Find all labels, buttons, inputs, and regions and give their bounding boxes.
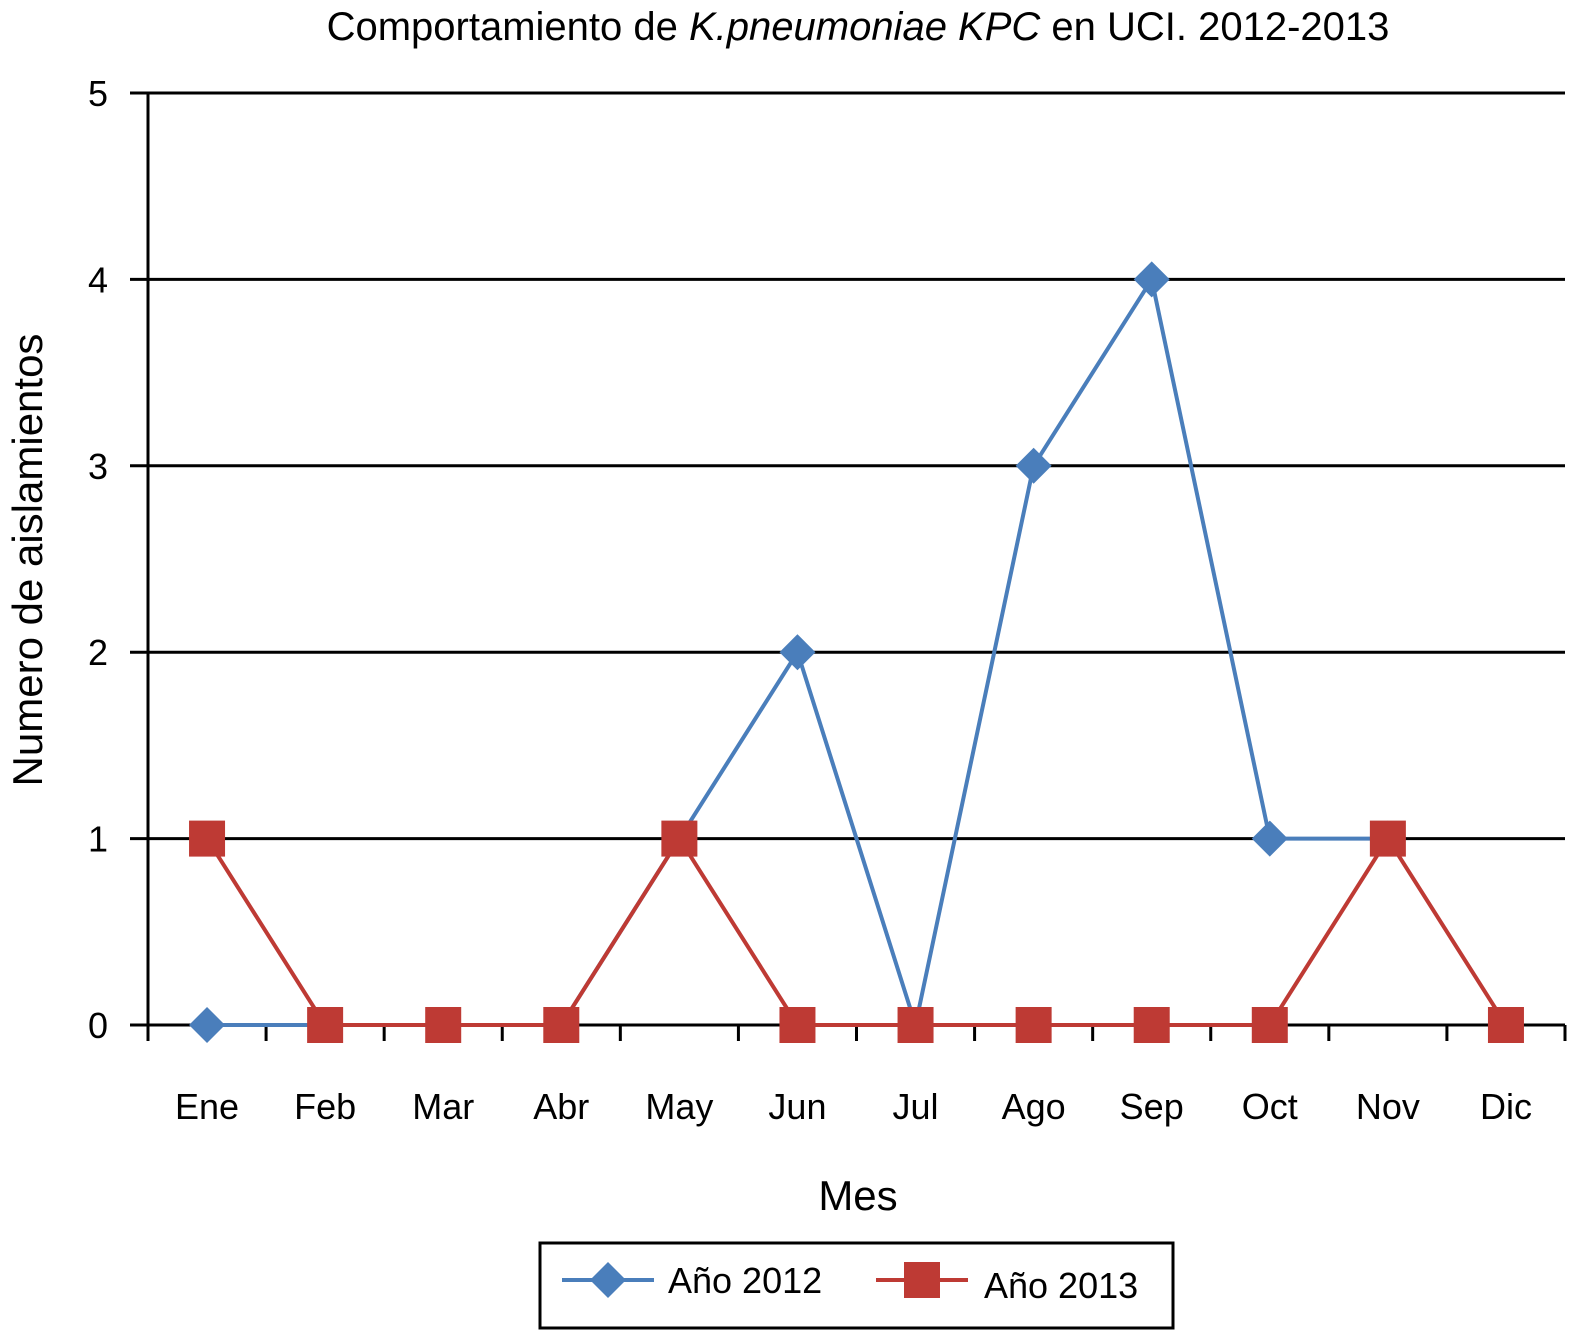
series-group	[189, 261, 1524, 1043]
y-tick-label: 2	[88, 632, 108, 673]
legend: Año 2012 Año 2013	[538, 1241, 1175, 1330]
x-tick-label: Feb	[294, 1086, 356, 1127]
data-point	[779, 634, 816, 671]
chart-title: Comportamiento de K.pneumoniae KPC en UC…	[327, 5, 1390, 49]
data-point	[1015, 447, 1052, 484]
data-point	[779, 1007, 816, 1043]
x-tick-label: Dic	[1480, 1086, 1532, 1127]
data-point	[1369, 820, 1406, 857]
series-line	[205, 836, 1508, 1027]
x-tick-label: Jul	[893, 1086, 939, 1127]
x-tick-label: Mar	[412, 1086, 474, 1127]
legend-marker-2012	[590, 1262, 626, 1298]
y-tick-label: 1	[88, 819, 108, 860]
data-point	[1015, 1007, 1052, 1043]
y-tick-label: 4	[88, 259, 108, 300]
x-tick-label: May	[645, 1086, 713, 1127]
data-point	[543, 1007, 580, 1043]
chart-title-italic: K.pneumoniae KPC	[689, 5, 1041, 49]
x-tick-label: Sep	[1120, 1086, 1184, 1127]
y-tick-label: 0	[88, 1005, 108, 1046]
x-tick-labels: Ene Feb Mar Abr May Jun Jul Ago Sep Oct Nov Dic	[175, 1086, 1532, 1127]
y-tick-labels: 0 1 2 3 4 5	[88, 73, 108, 1046]
data-point	[189, 820, 226, 857]
data-point	[1487, 1007, 1524, 1043]
legend-box	[538, 1241, 1175, 1330]
series-2	[189, 820, 1524, 1043]
data-point	[189, 1007, 226, 1043]
x-tick-label: Jun	[768, 1086, 826, 1127]
data-point	[661, 820, 698, 857]
data-point	[425, 1007, 462, 1043]
y-axis-title: Numero de aislamientos	[4, 334, 51, 787]
x-tick-label: Ene	[175, 1086, 239, 1127]
x-axis-title: Mes	[818, 1172, 897, 1219]
x-tick-label: Ago	[1002, 1086, 1066, 1127]
x-tick-label: Abr	[533, 1086, 589, 1127]
y-tick-label: 3	[88, 446, 108, 487]
data-point	[1251, 1007, 1288, 1043]
chart-title-prefix: Comportamiento de	[327, 5, 689, 49]
x-tick-label: Oct	[1242, 1086, 1298, 1127]
y-tick-label: 5	[88, 73, 108, 114]
x-tick-label: Nov	[1356, 1086, 1420, 1127]
gridlines	[148, 91, 1565, 841]
data-point	[1133, 1007, 1170, 1043]
chart-title-suffix: en UCI. 2012-2013	[1040, 5, 1389, 49]
data-point	[307, 1007, 344, 1043]
data-point	[897, 1007, 934, 1043]
data-point	[1251, 820, 1288, 857]
legend-label-2012: Año 2012	[668, 1260, 822, 1301]
legend-marker-2013	[904, 1262, 940, 1298]
legend-label-2013: Año 2013	[984, 1265, 1138, 1306]
data-point	[1133, 261, 1170, 298]
